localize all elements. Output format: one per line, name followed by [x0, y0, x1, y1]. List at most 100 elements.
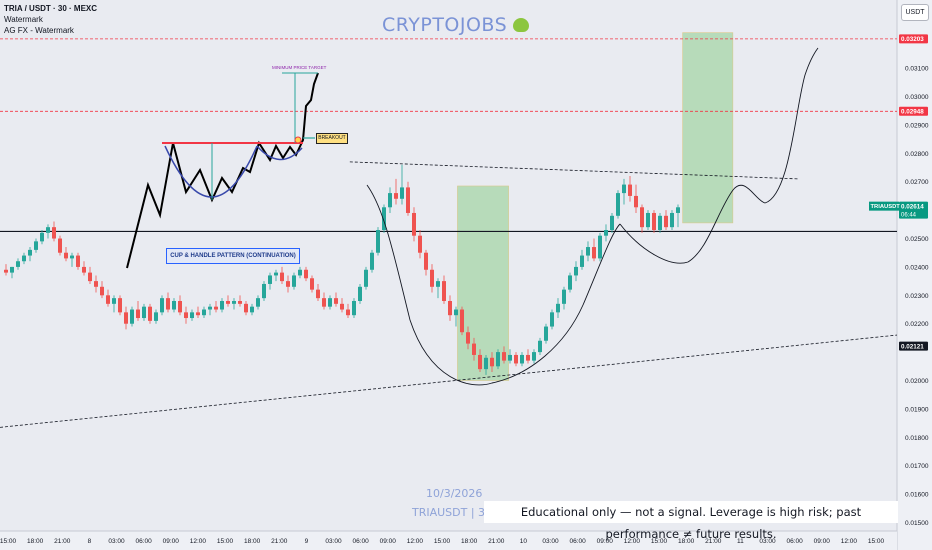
y-tick-label: 0.01900	[905, 406, 929, 413]
candle-body	[658, 215, 662, 231]
candle-body	[610, 215, 614, 231]
target-label[interactable]: MINIMUM PRICE TARGET	[272, 65, 327, 70]
x-tick-label: 15:00	[434, 538, 451, 545]
candle	[394, 178, 398, 205]
candle-body	[466, 332, 470, 344]
candle-body	[286, 281, 290, 287]
candle	[676, 204, 680, 228]
x-tick-label: 18:00	[678, 538, 695, 545]
candle	[286, 275, 290, 293]
x-tick-label: 15:00	[0, 538, 17, 545]
symbol-line[interactable]: TRIA / USDT · 30 · MEXC	[4, 4, 98, 13]
candle	[88, 266, 92, 284]
candle	[208, 303, 212, 316]
x-tick-label: 06:00	[352, 538, 369, 545]
cup-handle-sketch	[126, 72, 319, 269]
indicator-watermark[interactable]: Watermark	[4, 15, 43, 24]
candle-body	[274, 272, 278, 276]
candle	[556, 298, 560, 319]
x-tick-label: 21:00	[488, 538, 505, 545]
candle	[532, 349, 536, 364]
candle-body	[130, 309, 134, 324]
candle	[298, 266, 302, 279]
candle-body	[460, 309, 464, 333]
brand-watermark: CRYPTOJOBS	[382, 14, 530, 36]
candle-body	[574, 266, 578, 276]
candle-body	[220, 300, 224, 310]
breakout-label[interactable]: BREAKOUT	[316, 133, 348, 144]
candle	[250, 303, 254, 316]
candle	[184, 306, 188, 324]
candle	[340, 298, 344, 313]
candle	[154, 309, 158, 324]
x-tick-label: 09:00	[380, 538, 397, 545]
candle	[76, 252, 80, 270]
candle-body	[172, 300, 176, 310]
candle-body	[364, 269, 368, 287]
x-tick-label: 12:00	[407, 538, 424, 545]
candle	[262, 281, 266, 301]
x-tick-label: 12:00	[841, 538, 858, 545]
candle	[22, 252, 26, 265]
candle	[16, 258, 20, 270]
currency-button[interactable]: USDT	[901, 4, 929, 21]
price-tag-countdown: 06:44	[901, 213, 917, 219]
candle	[322, 292, 326, 310]
y-tick-label: 0.02400	[905, 264, 929, 271]
pattern-label[interactable]: CUP & HANDLE PATTERN (CONTINUATION)	[166, 248, 300, 264]
candle	[268, 272, 272, 290]
candle	[34, 238, 38, 253]
price-tag-label: 0.02614	[901, 203, 924, 210]
candle	[520, 352, 524, 367]
candle	[670, 210, 674, 231]
price-tag	[899, 341, 928, 351]
candle-body	[70, 255, 74, 259]
candle	[442, 275, 446, 304]
target-zone-1	[457, 185, 509, 381]
candle-body	[670, 212, 674, 228]
candle	[280, 266, 284, 284]
candle-body	[526, 354, 530, 361]
candle-body	[412, 212, 416, 236]
candle	[640, 204, 644, 233]
candle-body	[616, 193, 620, 216]
candle	[622, 178, 626, 205]
candle	[574, 261, 578, 282]
candle	[610, 212, 614, 233]
candle	[544, 323, 548, 344]
candle	[94, 275, 98, 293]
candle-body	[400, 187, 404, 199]
candle	[592, 238, 596, 262]
candle	[136, 300, 140, 321]
candle	[106, 289, 110, 307]
candle-body	[490, 357, 494, 367]
candle-body	[250, 306, 254, 313]
candle-body	[556, 303, 560, 313]
candle	[160, 295, 164, 316]
candle	[598, 232, 602, 262]
candle-body	[394, 193, 398, 199]
candle-body	[82, 266, 86, 273]
x-tick-label: 12:00	[190, 538, 207, 545]
candle-body	[424, 252, 428, 270]
candle-body	[418, 235, 422, 253]
candle	[64, 247, 68, 262]
candle	[310, 275, 314, 293]
candle-body	[88, 272, 92, 282]
candle-body	[178, 300, 182, 313]
y-tick-label: 0.02500	[905, 236, 929, 243]
candle-body	[568, 275, 572, 290]
candle	[148, 303, 152, 324]
indicator-ag-watermark[interactable]: AG FX - Watermark	[4, 26, 74, 35]
x-tick-label: 06:00	[135, 538, 152, 545]
candle	[436, 278, 440, 299]
x-tick-label: 21:00	[271, 538, 288, 545]
candle	[352, 298, 356, 319]
candle-body	[316, 289, 320, 299]
candle-body	[10, 266, 14, 273]
candle	[334, 292, 338, 307]
x-tick-label: 06:00	[569, 538, 586, 545]
candle-body	[52, 227, 56, 239]
